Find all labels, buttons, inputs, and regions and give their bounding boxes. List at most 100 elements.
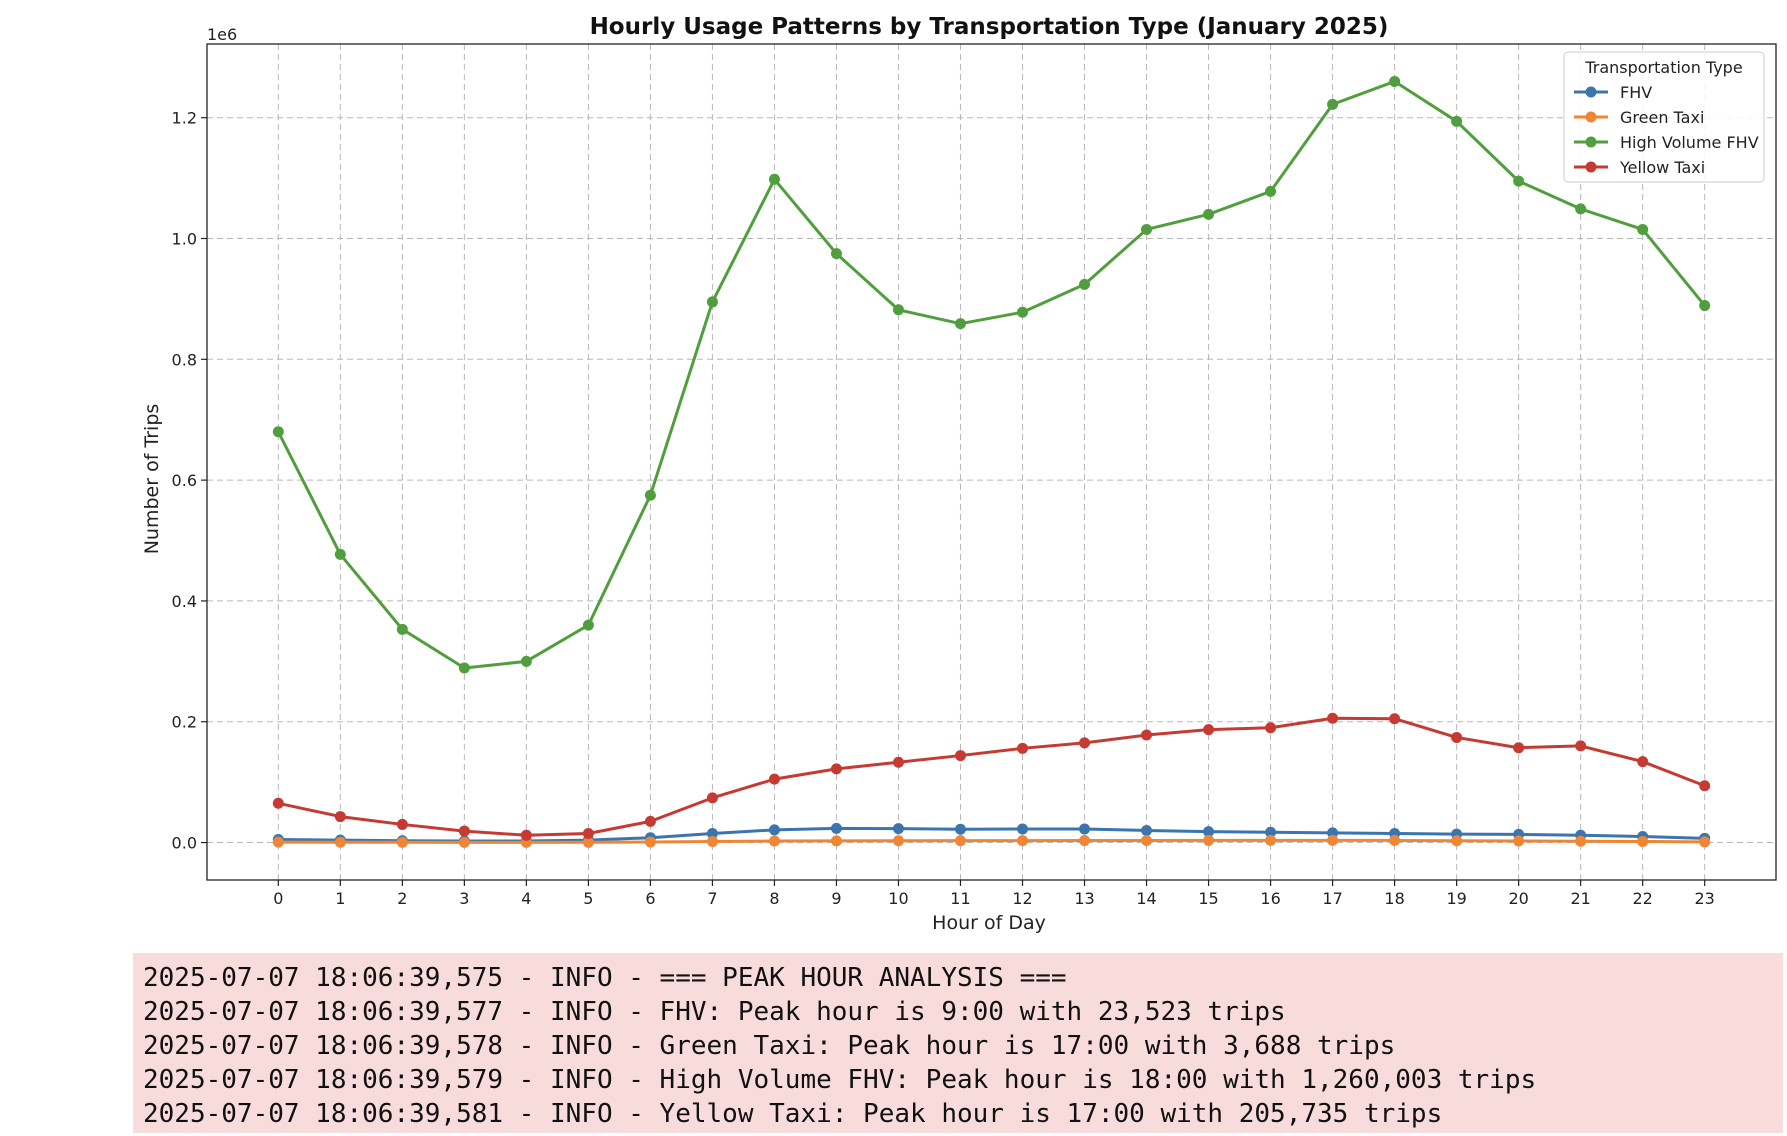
data-point <box>1017 742 1029 754</box>
x-tick-label: 9 <box>831 889 841 908</box>
data-point <box>1203 208 1215 220</box>
data-point <box>1079 835 1091 847</box>
x-tick-label: 5 <box>583 889 593 908</box>
data-point <box>1265 826 1277 838</box>
legend-label: Yellow Taxi <box>1619 158 1705 177</box>
data-point <box>520 829 532 841</box>
y-tick-label: 1.2 <box>172 109 197 128</box>
data-point <box>1141 824 1153 836</box>
x-tick-label: 13 <box>1074 889 1094 908</box>
x-tick-label: 18 <box>1384 889 1404 908</box>
y-tick-label: 1.0 <box>172 230 197 249</box>
x-tick-label: 12 <box>1012 889 1032 908</box>
data-point <box>1079 737 1091 749</box>
data-point <box>1265 722 1277 734</box>
line-chart: Hourly Usage Patterns by Transportation … <box>141 14 1777 934</box>
data-point <box>1699 836 1711 848</box>
data-point <box>1513 742 1525 754</box>
chart: Hourly Usage Patterns by Transportation … <box>141 14 1777 934</box>
data-point <box>334 836 346 848</box>
data-point <box>954 835 966 847</box>
data-point <box>1637 835 1649 847</box>
log-line: 2025-07-07 18:06:39,575 - INFO - === PEA… <box>143 963 1067 993</box>
data-point <box>1575 835 1587 847</box>
x-tick-label: 17 <box>1322 889 1342 908</box>
log-line: 2025-07-07 18:06:39,579 - INFO - High Vo… <box>143 1065 1537 1095</box>
data-point <box>396 836 408 848</box>
series-green-taxi <box>272 834 1711 848</box>
x-tick-label: 4 <box>521 889 531 908</box>
data-point <box>1513 835 1525 847</box>
data-point <box>396 818 408 830</box>
x-tick-label: 6 <box>645 889 655 908</box>
legend-swatch-marker <box>1585 161 1597 173</box>
data-point <box>892 823 904 835</box>
series-line <box>278 838 1705 844</box>
data-point <box>1389 713 1401 725</box>
data-point <box>1327 98 1339 110</box>
series-line <box>278 826 1705 843</box>
data-point <box>458 836 470 848</box>
data-point <box>1141 223 1153 235</box>
x-axis-title: Hour of Day <box>932 912 1046 934</box>
legend-swatch-marker <box>1585 86 1597 98</box>
data-point <box>1575 740 1587 752</box>
data-point <box>706 827 718 839</box>
series-high-volume-fhv <box>272 75 1711 674</box>
data-point <box>1265 834 1277 846</box>
data-point <box>644 836 656 848</box>
x-tick-label: 2 <box>397 889 407 908</box>
data-point <box>1451 835 1463 847</box>
data-point <box>272 797 284 809</box>
x-tick-label: 21 <box>1570 889 1590 908</box>
x-tick-label: 20 <box>1508 889 1528 908</box>
data-point <box>1451 115 1463 127</box>
data-point <box>1203 826 1215 838</box>
data-point <box>1017 306 1029 318</box>
data-point <box>1699 780 1711 792</box>
x-tick-label: 8 <box>769 889 779 908</box>
data-point <box>1451 731 1463 743</box>
x-tick-label: 14 <box>1136 889 1156 908</box>
y-tick-label: 0.0 <box>172 834 197 853</box>
chart-title: Hourly Usage Patterns by Transportation … <box>590 14 1389 40</box>
x-tick-label: 16 <box>1260 889 1280 908</box>
data-point <box>1141 729 1153 741</box>
data-point <box>706 792 718 804</box>
data-point <box>1017 835 1029 847</box>
legend-swatch-marker <box>1585 111 1597 123</box>
data-point <box>1389 75 1401 87</box>
log-output: 2025-07-07 18:06:39,575 - INFO - === PEA… <box>133 953 1783 1133</box>
data-point <box>1327 834 1339 846</box>
data-point <box>458 825 470 837</box>
y-tick-label: 0.4 <box>172 592 197 611</box>
data-point <box>706 835 718 847</box>
data-point <box>1017 823 1029 835</box>
data-point <box>272 426 284 438</box>
y-tick-label: 0.8 <box>172 350 197 369</box>
legend-box <box>1563 51 1765 183</box>
data-point <box>830 763 842 775</box>
data-point <box>1389 834 1401 846</box>
x-tick-label: 3 <box>459 889 469 908</box>
legend-title: Transportation Type <box>1584 58 1742 77</box>
x-tick-label: 11 <box>950 889 970 908</box>
data-point <box>334 811 346 823</box>
data-point <box>1141 834 1153 846</box>
data-point <box>706 296 718 308</box>
x-tick-label: 0 <box>273 889 283 908</box>
data-point <box>1203 724 1215 736</box>
data-point <box>954 750 966 762</box>
data-point <box>768 824 780 836</box>
plot-frame <box>206 43 1777 881</box>
grid <box>207 44 1776 880</box>
data-point <box>768 173 780 185</box>
x-tick-label: 1 <box>335 889 345 908</box>
data-point <box>334 548 346 560</box>
x-tick-label: 7 <box>707 889 717 908</box>
data-point <box>458 662 470 674</box>
data-point <box>830 248 842 260</box>
series-layer <box>272 75 1711 848</box>
data-point <box>1575 203 1587 215</box>
data-point <box>830 822 842 834</box>
